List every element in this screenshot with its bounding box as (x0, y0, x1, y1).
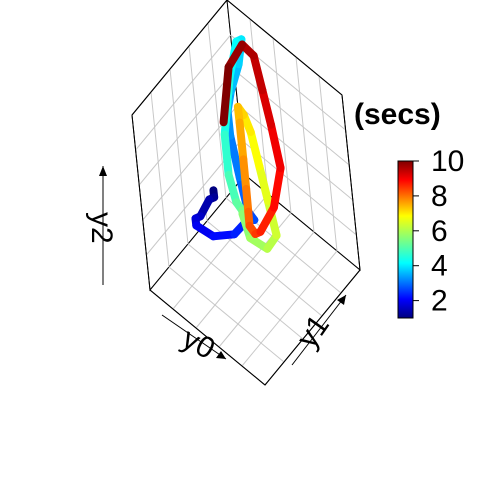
y-axis-arrow (291, 294, 347, 366)
colorbar-tick-label: 6 (431, 215, 448, 248)
trajectory-segment (246, 128, 264, 171)
colorbar-title: (secs) (354, 98, 441, 131)
grid-line (135, 34, 231, 151)
trajectory-segment (224, 170, 241, 207)
grid-line (237, 104, 354, 201)
trajectory-segment (226, 131, 244, 182)
trajectory-segment (235, 118, 248, 164)
z-axis-label: y2 (85, 212, 118, 244)
box-front-edges (131, 0, 361, 386)
trajectory-segment (255, 162, 272, 205)
grid-line (138, 69, 235, 186)
x-axis-arrow (161, 314, 227, 360)
grid-line (295, 56, 315, 233)
trajectory-segment (219, 63, 233, 127)
colorbar-tick-label: 8 (431, 180, 448, 213)
colorbar-tick-label: 10 (431, 145, 464, 178)
grid-line (188, 45, 208, 222)
trajectory-segment (269, 164, 285, 212)
trajectory-segment (220, 130, 233, 179)
trajectory-segment (258, 86, 275, 129)
grid-line (169, 68, 189, 245)
grid-line (241, 250, 338, 367)
grid-line (318, 75, 338, 252)
z-axis-arrow (99, 166, 107, 285)
grid-line (218, 231, 315, 348)
colorbar-tick-label: 2 (431, 285, 448, 318)
box-edge (131, 0, 228, 116)
trajectory-segment (239, 155, 251, 193)
box-edge (341, 94, 361, 271)
box-edge (131, 114, 151, 291)
trajectory-segment (224, 40, 247, 71)
trajectory (191, 35, 285, 253)
grid-line (249, 18, 269, 195)
box-edge (149, 289, 266, 386)
trajectory-segment (256, 203, 278, 236)
grid-line (187, 243, 304, 340)
grid-line (272, 37, 292, 214)
grid-line (150, 91, 170, 268)
trajectory-segment (249, 51, 267, 95)
grid-line (233, 69, 350, 166)
colorbar-tick-label: 4 (431, 250, 448, 283)
colorbar-scale (397, 160, 414, 319)
trajectory-segment (267, 120, 285, 172)
grid-line (207, 22, 227, 199)
grid-line (168, 266, 285, 363)
box-edge (264, 269, 361, 386)
box-edge (226, 0, 343, 96)
